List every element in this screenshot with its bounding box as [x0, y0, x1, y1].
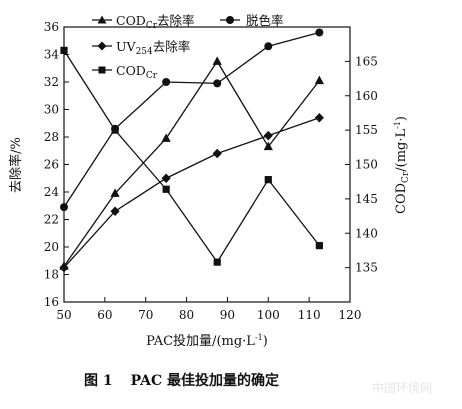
figure-title: PAC 最佳投加量的确定 — [131, 372, 279, 389]
figure-caption: 图 1 PAC 最佳投加量的确定 — [84, 372, 279, 389]
left-y-tick-label: 16 — [44, 295, 59, 309]
right-y-tick-label: 145 — [355, 192, 378, 206]
legend-item-decolor: 脱色率 — [220, 13, 284, 28]
legend-item-cod-removal: CODCr去除率 — [92, 13, 195, 31]
data-point-triangle — [212, 56, 222, 65]
data-point-diamond — [314, 112, 324, 123]
x-tick-label: 110 — [298, 308, 321, 322]
legend-item-cod: CODCr — [92, 63, 158, 81]
ticks-layer: 50 60 70 80 90 100 110 120 16 18 20 22 24 26 28 30 32 34 3… — [44, 20, 378, 322]
data-point-square — [264, 176, 272, 184]
data-point-square — [60, 46, 68, 54]
data-point-circle — [213, 79, 222, 88]
x-tick-label: 90 — [220, 308, 235, 322]
legend: CODCr去除率 脱色率 UV254去除率 CODCr — [92, 13, 284, 81]
left-y-tick-label: 18 — [44, 268, 59, 282]
series-line-3 — [63, 117, 320, 269]
legend-uv-removal-main: UV — [116, 39, 137, 54]
legend-cod-main: COD — [116, 63, 146, 78]
left-y-tick-label: 34 — [44, 48, 60, 62]
data-point-circle — [264, 42, 273, 51]
x-tick-label: 60 — [97, 308, 112, 322]
series-line-2 — [63, 31, 320, 208]
legend-uv-removal-sub: 254 — [136, 47, 153, 57]
x-tick-label: 100 — [257, 308, 280, 322]
legend-item-uv-removal: UV254去除率 — [92, 39, 190, 57]
svg-text:CODCr: CODCr — [116, 63, 158, 81]
data-point-diamond — [161, 173, 171, 184]
x-tick-label: 80 — [179, 308, 194, 322]
data-point-square — [213, 258, 221, 266]
series-line-1 — [63, 60, 320, 267]
diamond-marker-icon — [97, 41, 107, 51]
data-point-square — [162, 185, 170, 193]
data-point-square — [111, 126, 119, 134]
right-y-tick-label: 150 — [355, 158, 378, 172]
right-axis-title: CODCr/(mg·L-1) — [393, 116, 411, 214]
data-point-square — [315, 242, 323, 250]
right-y-tick-label: 155 — [355, 123, 378, 137]
svg-text:UV254去除率: UV254去除率 — [116, 39, 190, 57]
left-y-tick-label: 30 — [44, 103, 59, 117]
left-y-tick-label: 22 — [44, 213, 59, 227]
legend-uv-removal-rest: 去除率 — [153, 39, 191, 54]
right-y-tick-label: 165 — [355, 54, 378, 68]
triangle-marker-icon — [97, 15, 107, 24]
svg-text:CODCr去除率: CODCr去除率 — [116, 13, 195, 31]
right-y-tick-label: 160 — [355, 89, 378, 103]
data-point-triangle — [263, 141, 273, 151]
x-tick-label: 70 — [138, 308, 153, 322]
left-y-tick-label: 36 — [44, 20, 59, 34]
x-axis-title: PAC投加量/(mg·L-1) — [146, 333, 268, 349]
left-axis-title: 去除率/% — [8, 137, 24, 193]
left-y-tick-label: 24 — [44, 185, 60, 199]
legend-cod-removal-main: COD — [116, 13, 146, 28]
data-point-diamond — [212, 148, 222, 159]
data-point-circle — [60, 203, 68, 212]
series-line-4 — [63, 50, 320, 264]
data-point-diamond — [263, 130, 273, 141]
circle-marker-icon — [226, 16, 234, 24]
square-marker-icon — [98, 66, 106, 74]
legend-cod-removal-sub: Cr — [146, 21, 158, 31]
data-point-triangle — [110, 188, 120, 197]
data-point-circle — [315, 28, 324, 37]
series-layer — [59, 28, 324, 273]
left-y-tick-label: 28 — [44, 130, 59, 144]
data-point-diamond — [110, 206, 120, 217]
x-tick-label: 120 — [339, 308, 362, 322]
data-point-diamond — [59, 262, 69, 273]
figure-label: 图 1 — [84, 373, 113, 389]
left-y-tick-label: 20 — [44, 240, 59, 254]
left-y-tick-label: 32 — [44, 75, 59, 89]
legend-decolor-label: 脱色率 — [246, 13, 284, 28]
data-point-triangle — [314, 75, 324, 85]
watermark: 中国环境网 — [372, 380, 432, 395]
x-tick-label: 50 — [56, 308, 71, 322]
left-y-tick-label: 26 — [44, 158, 59, 172]
data-point-circle — [162, 78, 171, 86]
data-point-triangle — [161, 133, 171, 142]
right-y-tick-label: 135 — [355, 261, 378, 275]
plot-frame — [63, 26, 351, 303]
right-y-tick-label: 140 — [355, 226, 378, 240]
legend-cod-sub: Cr — [146, 71, 158, 81]
legend-cod-removal-rest: 去除率 — [157, 13, 195, 28]
